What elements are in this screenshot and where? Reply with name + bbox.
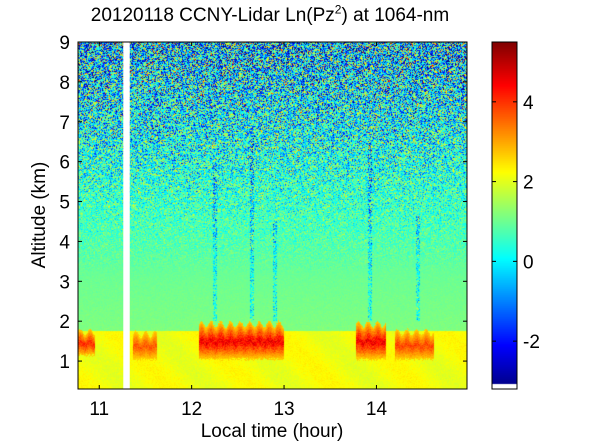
y-tick-label: 8 bbox=[59, 73, 70, 94]
colorbar-tick-label: -2 bbox=[523, 332, 540, 353]
chart-title: 20120118 CCNY-Lidar Ln(Pz2) at 1064-nm bbox=[0, 3, 540, 29]
backscatter-heatmap bbox=[78, 42, 467, 389]
plot-frame bbox=[77, 41, 468, 390]
x-tick-label: 12 bbox=[181, 399, 202, 420]
colorbar-tick-label: 4 bbox=[523, 93, 534, 114]
x-axis: 11 12 13 14 bbox=[89, 42, 387, 420]
chart-title-prefix: 20120118 CCNY-Lidar Ln(Pz bbox=[90, 5, 335, 26]
y-tick-label: 9 bbox=[59, 33, 70, 54]
y-tick-label: 2 bbox=[59, 312, 70, 333]
x-tick-label: 14 bbox=[366, 399, 388, 420]
colorbar-tick-label: 0 bbox=[523, 252, 534, 273]
y-tick-label: 1 bbox=[59, 352, 70, 373]
y-tick-label: 5 bbox=[59, 193, 70, 214]
colorbar-frame bbox=[491, 41, 518, 390]
no-data-gap bbox=[123, 42, 130, 389]
x-tick-label: 11 bbox=[89, 399, 109, 420]
y-tick-label: 3 bbox=[59, 272, 70, 293]
x-axis-label: Local time (hour) bbox=[201, 421, 344, 442]
y-axis-label: Altitude (km) bbox=[29, 162, 50, 269]
chart-title-superscript: 2 bbox=[334, 2, 342, 17]
y-tick-label: 7 bbox=[59, 113, 70, 134]
colorbar-tick-label: 2 bbox=[523, 173, 534, 194]
y-tick-label: 6 bbox=[59, 153, 70, 174]
chart-title-suffix: ) at 1064-nm bbox=[341, 5, 450, 26]
colorbar: -2 0 2 4 bbox=[491, 41, 540, 390]
y-axis: 1 2 3 4 5 6 7 8 9 bbox=[59, 33, 467, 373]
x-tick-label: 13 bbox=[273, 399, 294, 420]
y-tick-label: 4 bbox=[59, 232, 70, 253]
colorbar-ticks: -2 0 2 4 bbox=[492, 93, 540, 353]
colorbar-gradient bbox=[492, 42, 517, 389]
